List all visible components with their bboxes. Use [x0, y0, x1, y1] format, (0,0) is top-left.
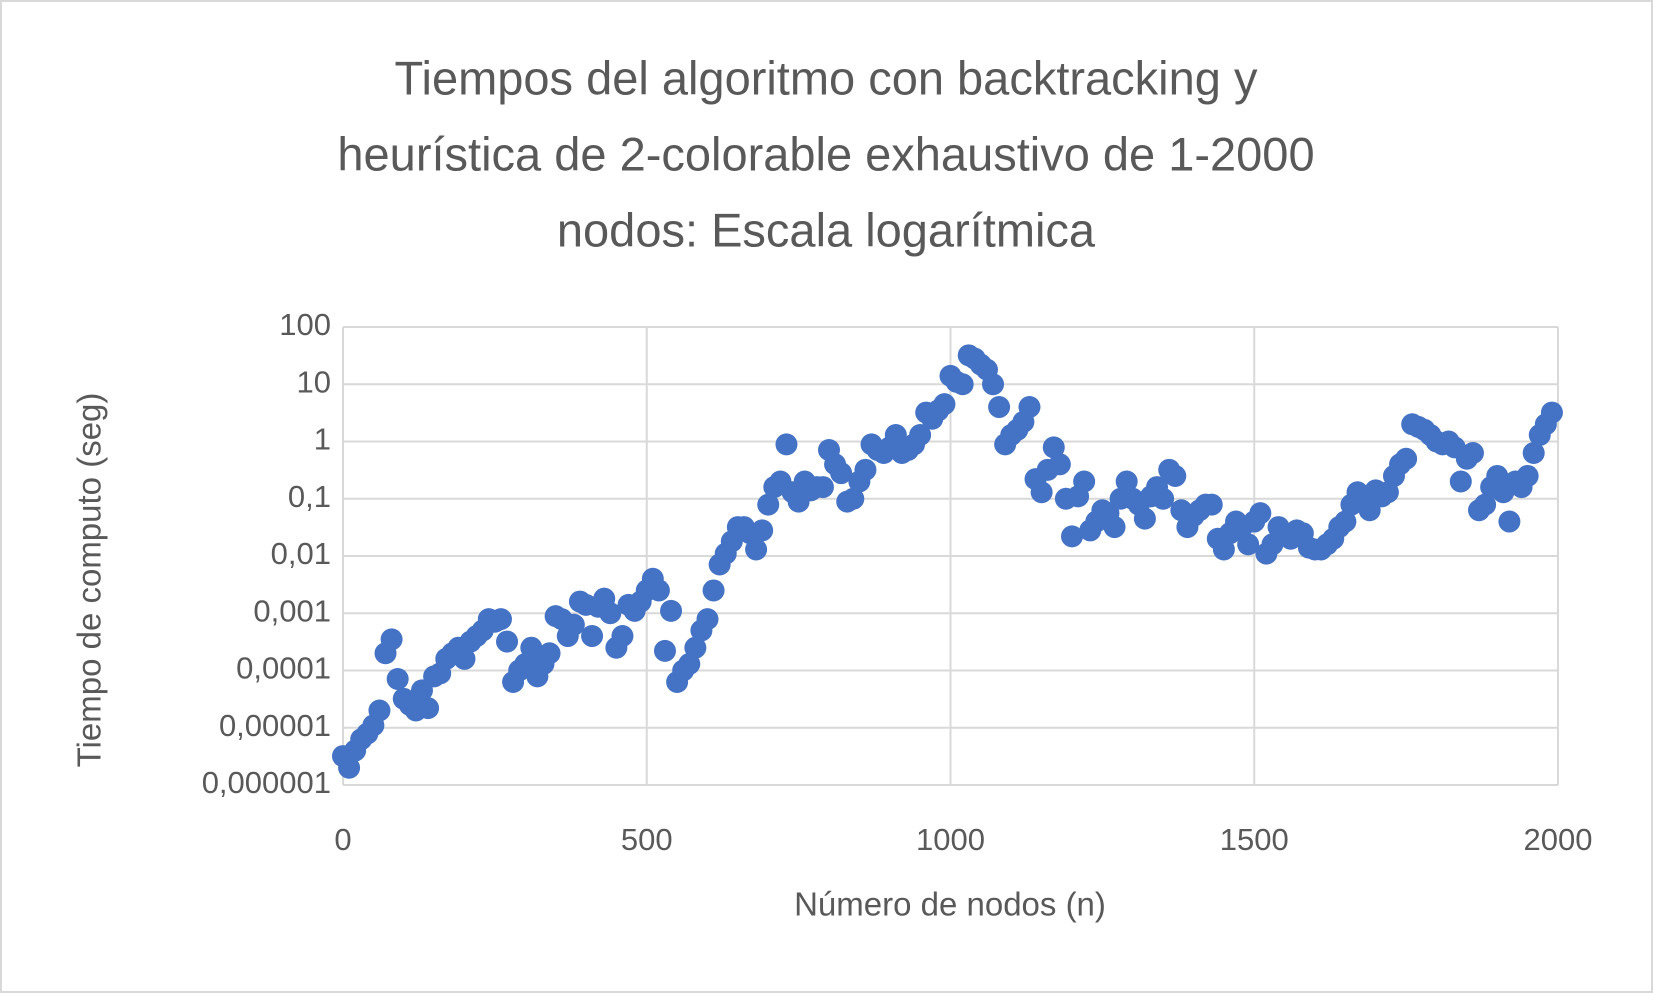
- x-tick-label: 2000: [1524, 822, 1593, 857]
- scatter-point: [1061, 525, 1083, 548]
- scatter-point: [417, 697, 440, 720]
- y-tick-label: 0,000001: [202, 765, 331, 800]
- chart-title: heurística de 2-colorable exhaustivo de …: [337, 127, 1314, 180]
- scatter-point: [1048, 453, 1071, 476]
- scatter-point: [581, 625, 604, 648]
- scatter-point: [562, 613, 585, 636]
- scatter-point: [1395, 447, 1418, 470]
- scatter-point: [1152, 487, 1175, 510]
- x-tick-label: 1500: [1220, 822, 1289, 857]
- y-tick-label: 0,001: [253, 593, 331, 628]
- scatter-point: [1200, 493, 1223, 516]
- scatter-point: [1103, 516, 1126, 539]
- scatter-point: [1334, 510, 1357, 533]
- scatter-point: [380, 628, 403, 651]
- scatter-point: [702, 579, 725, 602]
- y-axis-title: Tiempo de computo (seg): [71, 393, 108, 768]
- scatter-point: [842, 487, 865, 510]
- chart-title: nodos: Escala logarítmica: [557, 203, 1096, 256]
- scatter-point: [696, 608, 719, 631]
- scatter-point: [599, 602, 622, 625]
- scatter-point: [988, 396, 1011, 419]
- scatter-point: [653, 639, 676, 662]
- scatter-point: [1115, 470, 1138, 493]
- x-tick-label: 500: [621, 822, 673, 857]
- scatter-point: [1522, 441, 1545, 464]
- scatter-point: [489, 608, 512, 631]
- y-tick-label: 0,0001: [236, 651, 331, 686]
- scatter-point: [1474, 493, 1497, 516]
- scatter-point: [368, 699, 391, 722]
- y-tick-label: 0,00001: [219, 708, 331, 743]
- scatter-point: [684, 636, 707, 659]
- scatter-point: [745, 538, 768, 561]
- scatter-point: [830, 462, 853, 485]
- scatter-point: [951, 373, 974, 396]
- scatter-point: [1449, 470, 1472, 493]
- scatter-point: [647, 579, 670, 602]
- scatter-point: [775, 433, 798, 456]
- y-tick-label: 100: [279, 307, 331, 342]
- scatter-point: [751, 519, 774, 542]
- x-axis-title: Número de nodos (n): [794, 886, 1106, 923]
- y-tick-label: 10: [297, 364, 331, 399]
- scatter-point: [854, 458, 877, 481]
- scatter-point: [1018, 396, 1041, 419]
- scatter-point: [811, 476, 834, 499]
- scatter-point: [1461, 441, 1484, 464]
- scatter-point: [884, 423, 907, 446]
- scatter-point: [1133, 507, 1156, 530]
- scatter-point: [453, 647, 476, 670]
- scatter-point: [611, 625, 634, 648]
- y-tick-label: 0,1: [288, 479, 331, 514]
- chart-title: Tiempos del algoritmo con backtracking y: [395, 51, 1258, 104]
- y-tick-label: 0,01: [271, 536, 331, 571]
- scatter-point: [909, 423, 932, 446]
- scatter-point: [538, 642, 561, 665]
- x-tick-label: 0: [334, 822, 351, 857]
- y-tick-label: 1: [314, 422, 331, 457]
- scatter-point: [386, 668, 409, 691]
- scatter-point: [1516, 464, 1539, 487]
- scatter-point: [757, 493, 780, 516]
- scatter-point: [520, 636, 543, 659]
- scatter-point: [1030, 481, 1053, 504]
- scatter-point: [1249, 502, 1272, 525]
- scatter-point: [933, 393, 956, 416]
- scatter-point: [1164, 464, 1187, 487]
- scatter-point: [1540, 401, 1563, 424]
- scatter-point: [496, 630, 519, 653]
- scatter-point: [1237, 533, 1260, 556]
- scatter-point: [982, 373, 1005, 396]
- scatter-point: [660, 599, 683, 622]
- x-tick-label: 1000: [916, 822, 985, 857]
- scatter-point: [338, 756, 361, 779]
- scatter-point: [1042, 436, 1065, 459]
- scatter-point: [1073, 470, 1096, 493]
- scatter-point: [1498, 510, 1521, 533]
